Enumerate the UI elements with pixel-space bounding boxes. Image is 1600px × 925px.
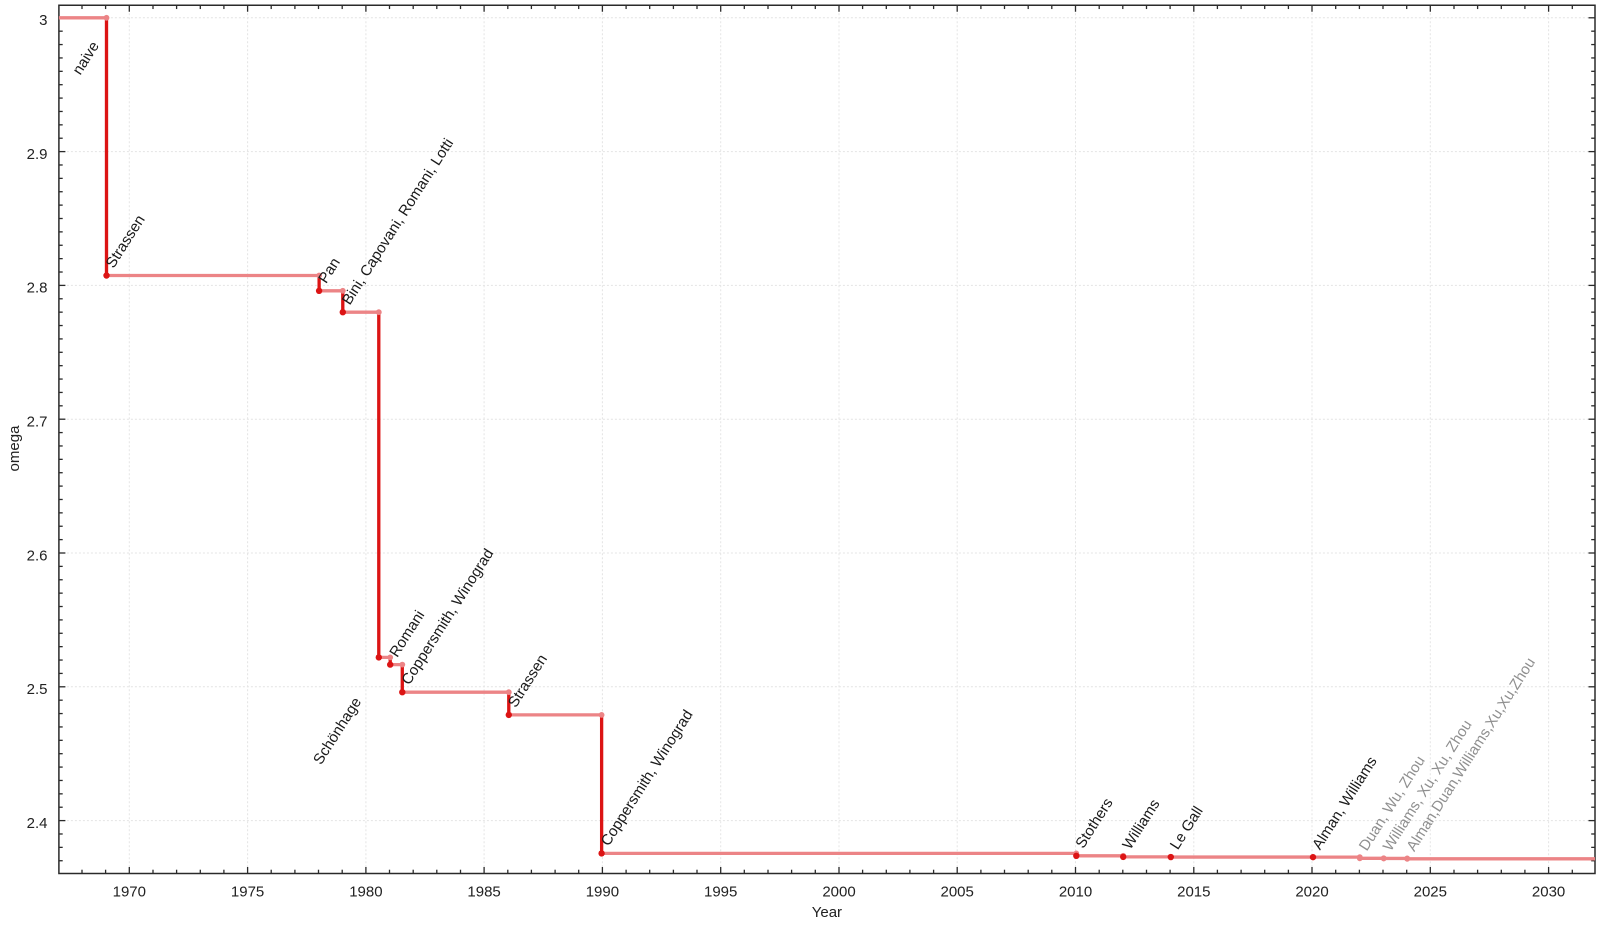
svg-text:1975: 1975: [231, 884, 264, 901]
svg-text:2020: 2020: [1295, 884, 1328, 901]
svg-text:2.8: 2.8: [27, 280, 48, 297]
svg-text:2.5: 2.5: [27, 681, 48, 698]
svg-text:2010: 2010: [1059, 884, 1092, 901]
svg-text:1985: 1985: [467, 884, 500, 901]
svg-text:omega: omega: [6, 425, 23, 472]
svg-text:Year: Year: [812, 904, 842, 920]
svg-text:2025: 2025: [1414, 884, 1447, 901]
svg-text:1995: 1995: [704, 884, 737, 901]
svg-text:1990: 1990: [586, 884, 619, 901]
svg-text:2.7: 2.7: [27, 414, 48, 431]
svg-text:1970: 1970: [113, 884, 146, 901]
svg-text:2.6: 2.6: [27, 547, 48, 564]
svg-text:2030: 2030: [1532, 884, 1565, 901]
svg-text:2015: 2015: [1177, 884, 1210, 901]
svg-text:2.4: 2.4: [27, 815, 48, 832]
svg-text:2000: 2000: [822, 884, 855, 901]
svg-text:1980: 1980: [349, 884, 382, 901]
svg-text:3: 3: [39, 12, 47, 29]
svg-text:2005: 2005: [941, 884, 974, 901]
svg-text:2.9: 2.9: [27, 146, 48, 163]
